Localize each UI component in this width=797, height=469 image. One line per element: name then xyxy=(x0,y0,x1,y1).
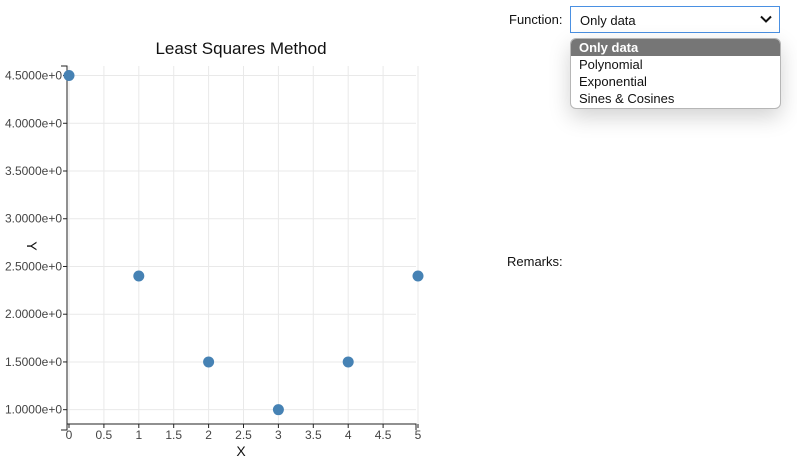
x-tick-label: 0 xyxy=(66,428,73,442)
option-sines-cosines[interactable]: Sines & Cosines xyxy=(579,91,675,106)
x-tick-label: 1.5 xyxy=(165,428,182,442)
chevron-down-icon xyxy=(760,15,772,23)
x-tick-label: 1 xyxy=(135,428,142,442)
function-select-value: Only data xyxy=(580,13,636,28)
scatter-chart: Least Squares Method 0 0.5 1 1.5 2 2.5 3 3.5 4 4.… xyxy=(5,39,424,459)
x-tick-label: 2 xyxy=(205,428,212,442)
function-select[interactable]: Only data xyxy=(570,6,780,33)
data-point xyxy=(342,356,354,368)
y-tick-label: 1.0000e+0 xyxy=(5,403,62,417)
y-tick-label: 1.5000e+0 xyxy=(5,355,62,369)
y-tick-label: 4.5000e+0 xyxy=(5,69,62,83)
x-tick-label: 5 xyxy=(415,428,422,442)
chart-title: Least Squares Method xyxy=(155,39,326,58)
x-axis-label: X xyxy=(236,443,246,459)
y-tick-label: 4.0000e+0 xyxy=(5,116,62,130)
y-axis-label: Y xyxy=(24,241,40,251)
y-tick-label: 2.5000e+0 xyxy=(5,259,62,273)
data-point xyxy=(412,270,424,282)
option-exponential[interactable]: Exponential xyxy=(579,74,647,89)
data-point xyxy=(272,404,284,416)
grid-lines xyxy=(67,66,419,424)
y-tick-label: 3.5000e+0 xyxy=(5,164,62,178)
x-tick-label: 2.5 xyxy=(235,428,252,442)
y-tick-label: 3.0000e+0 xyxy=(5,212,62,226)
option-polynomial[interactable]: Polynomial xyxy=(579,57,643,72)
x-tick-label: 3 xyxy=(275,428,282,442)
data-point xyxy=(133,270,145,282)
x-axis-ticks: 0 0.5 1 1.5 2 2.5 3 3.5 4 4.5 5 xyxy=(66,424,422,442)
data-points xyxy=(63,70,424,416)
x-tick-label: 3.5 xyxy=(305,428,322,442)
function-dropdown-list: Only data Polynomial Exponential Sines &… xyxy=(570,38,781,109)
data-point xyxy=(203,356,215,368)
data-point xyxy=(63,70,75,82)
x-tick-label: 4 xyxy=(345,428,352,442)
function-label: Function: xyxy=(509,12,563,27)
x-tick-label: 4.5 xyxy=(375,428,392,442)
option-only-data[interactable]: Only data xyxy=(571,39,780,56)
remarks-label: Remarks: xyxy=(507,254,563,269)
y-axis-ticks: 1.0000e+0 1.5000e+0 2.0000e+0 2.5000e+0 3.00… xyxy=(5,69,67,417)
x-tick-label: 0.5 xyxy=(96,428,113,442)
axes xyxy=(61,65,417,431)
y-tick-label: 2.0000e+0 xyxy=(5,307,62,321)
y-axis-line xyxy=(61,65,68,431)
x-axis-line xyxy=(66,423,417,430)
